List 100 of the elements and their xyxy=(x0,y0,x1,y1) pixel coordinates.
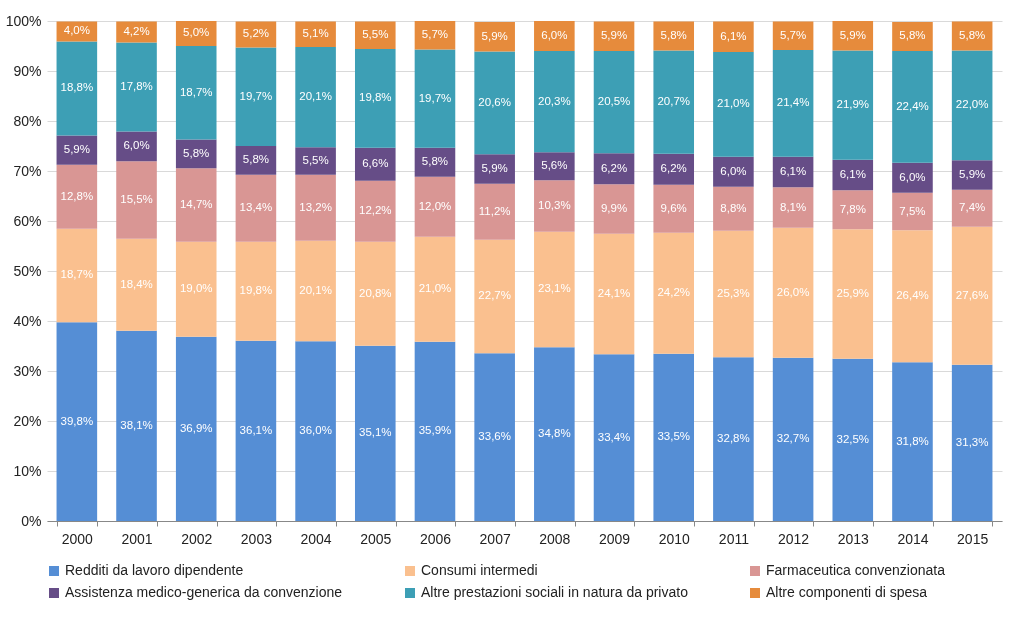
bar xyxy=(414,49,456,148)
data-label: 5,8% xyxy=(959,28,986,41)
y-tick-label: 100% xyxy=(5,13,42,29)
data-label: 5,9% xyxy=(959,168,986,181)
data-label: 39,8% xyxy=(60,414,94,427)
y-tick-label: 20% xyxy=(13,412,42,429)
data-label: 7,4% xyxy=(959,201,986,214)
bar xyxy=(354,345,396,521)
bar xyxy=(534,347,575,521)
data-label: 19,8% xyxy=(239,284,273,297)
y-tick-label: 60% xyxy=(13,212,42,229)
x-tick-label: 2013 xyxy=(837,530,870,547)
bar xyxy=(116,42,157,132)
data-label: 24,2% xyxy=(657,286,691,299)
y-tick-label: 50% xyxy=(13,262,42,279)
bar xyxy=(175,241,217,337)
bar xyxy=(414,176,456,237)
data-label: 5,9% xyxy=(481,29,508,42)
bar xyxy=(235,174,277,242)
bar xyxy=(354,147,396,181)
x-tick-label: 2000 xyxy=(61,530,94,547)
bar xyxy=(175,168,217,242)
data-label: 19,0% xyxy=(179,282,213,295)
data-label: 13,4% xyxy=(239,201,273,214)
legend-label: Assistenza medico-generica da convenzione xyxy=(65,584,343,600)
data-label: 13,2% xyxy=(299,200,332,213)
bar xyxy=(713,357,754,521)
bar xyxy=(892,50,933,163)
data-label: 38,1% xyxy=(120,418,153,431)
bar xyxy=(116,238,157,331)
data-label: 20,5% xyxy=(597,95,631,108)
data-label: 18,7% xyxy=(179,85,213,98)
bar xyxy=(772,357,814,521)
bar xyxy=(56,164,98,229)
data-label: 6,1% xyxy=(839,168,866,181)
x-tick-label: 2003 xyxy=(240,530,273,547)
bar xyxy=(295,341,336,521)
bar xyxy=(295,21,336,47)
bar xyxy=(56,228,98,323)
data-label: 20,1% xyxy=(299,283,332,296)
x-tick-label: 2009 xyxy=(598,530,631,547)
data-label: 12,2% xyxy=(358,204,392,217)
data-label: 36,9% xyxy=(179,421,213,434)
data-label: 21,9% xyxy=(836,98,870,111)
bar xyxy=(295,174,336,241)
legend-label: Redditi da lavoro dipendente xyxy=(65,562,244,578)
data-label: 7,5% xyxy=(899,204,926,217)
data-label: 6,0% xyxy=(123,139,150,152)
bar xyxy=(175,45,217,140)
bar xyxy=(772,227,814,358)
bar xyxy=(653,153,695,185)
bar xyxy=(653,50,695,154)
legend-label: Altre prestazioni sociali in natura da privato xyxy=(421,584,689,600)
bar xyxy=(951,50,993,161)
bar xyxy=(235,241,277,341)
data-label: 21,0% xyxy=(717,97,750,110)
data-label: 5,8% xyxy=(660,28,687,41)
data-label: 31,8% xyxy=(896,434,929,447)
data-label: 6,1% xyxy=(720,29,747,42)
y-tick-label: 10% xyxy=(13,462,42,479)
data-label: 7,8% xyxy=(839,202,866,215)
bar xyxy=(593,354,635,521)
bar xyxy=(892,162,933,193)
bar xyxy=(951,189,993,227)
bar xyxy=(354,180,396,242)
data-label: 6,1% xyxy=(779,165,807,178)
y-tick-label: 90% xyxy=(13,62,42,79)
bar xyxy=(474,154,515,184)
y-tick-label: 80% xyxy=(13,112,42,129)
data-label: 20,6% xyxy=(478,95,511,108)
bar xyxy=(951,226,993,365)
bar xyxy=(534,21,575,51)
legend-label: Farmaceutica convenzionata xyxy=(766,562,946,578)
data-label: 5,0% xyxy=(183,26,210,39)
bar xyxy=(713,21,754,52)
bar xyxy=(235,340,277,521)
data-label: 6,2% xyxy=(600,161,628,174)
bar xyxy=(354,48,396,148)
bar xyxy=(116,161,157,239)
bar xyxy=(713,156,754,187)
bar xyxy=(116,330,157,521)
data-label: 23,1% xyxy=(538,282,571,295)
bar xyxy=(772,21,814,50)
data-label: 20,8% xyxy=(358,286,392,299)
data-label: 5,8% xyxy=(183,146,210,159)
data-label: 5,9% xyxy=(839,28,866,41)
bar xyxy=(892,192,933,231)
bar xyxy=(772,187,814,228)
data-label: 10,3% xyxy=(538,199,571,212)
data-label: 21,4% xyxy=(776,96,810,109)
data-label: 6,2% xyxy=(660,162,687,175)
bar xyxy=(892,362,933,521)
data-label: 33,6% xyxy=(478,430,511,443)
data-label: 9,9% xyxy=(600,202,628,215)
y-tick-label: 30% xyxy=(13,362,42,379)
x-tick-label: 2007 xyxy=(479,530,511,547)
data-label: 12,8% xyxy=(60,189,94,202)
bar xyxy=(175,336,217,521)
bar xyxy=(534,180,575,232)
bar xyxy=(534,50,575,153)
